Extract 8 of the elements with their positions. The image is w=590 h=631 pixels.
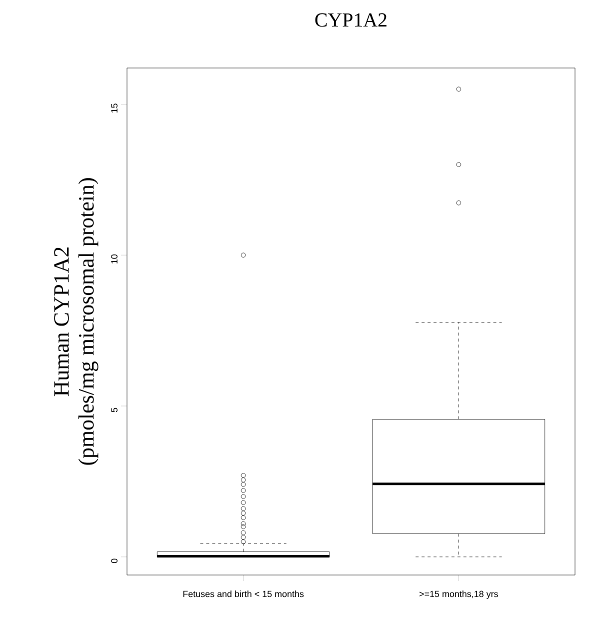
y-axis-title: Human CYP1A2 (pmoles/mg microsomal protein) [54,178,98,465]
y-tick-label: 5 [111,408,118,412]
y-tick-label: 10 [111,254,118,264]
x-tick-label: >=15 months,18 yrs [420,590,498,599]
x-tick-label: Fetuses and birth < 15 months [183,590,304,598]
y-tick-label: 15 [111,104,118,113]
chart-title: CYP1A2 [315,13,386,27]
y-tick-label: 0 [111,558,118,564]
